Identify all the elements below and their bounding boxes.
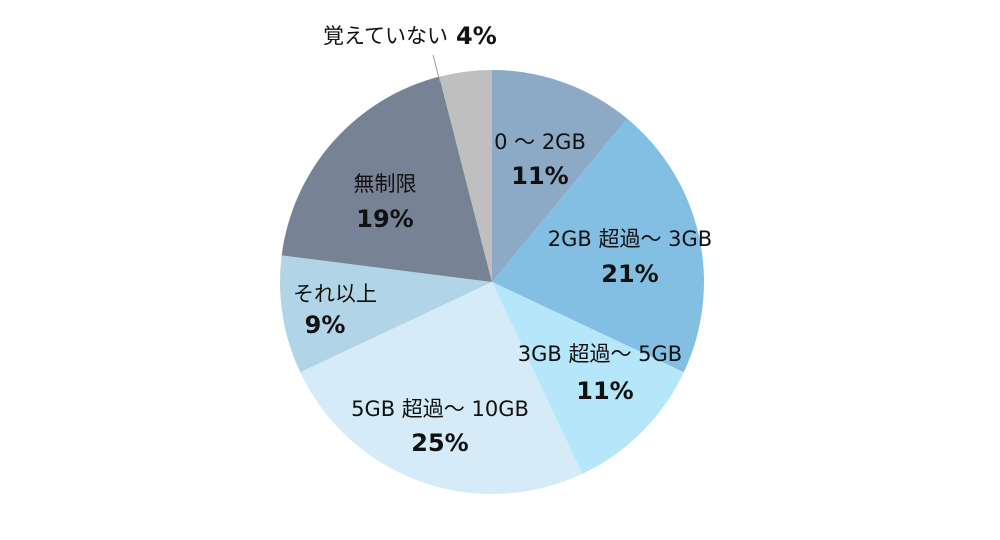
slice-label: 2GB 超過〜 3GB bbox=[548, 227, 712, 251]
pie-slice bbox=[492, 118, 705, 373]
slice-value: 11% bbox=[576, 377, 633, 405]
pie-slice bbox=[492, 70, 628, 282]
pie-slice bbox=[300, 282, 583, 495]
slice-value: 4% bbox=[456, 22, 497, 50]
pie-slice bbox=[280, 255, 492, 373]
slice-label: 0 〜 2GB bbox=[494, 130, 586, 154]
slice-value: 11% bbox=[511, 162, 568, 190]
slice-label: 5GB 超過〜 10GB bbox=[351, 397, 529, 421]
slice-label: 無制限 bbox=[354, 172, 417, 196]
slice-value: 9% bbox=[305, 311, 346, 339]
slice-label: 3GB 超過〜 5GB bbox=[518, 342, 682, 366]
slice-value: 19% bbox=[356, 205, 413, 233]
pie-slice bbox=[439, 70, 492, 282]
leader-line bbox=[432, 54, 441, 83]
pie-slice bbox=[492, 282, 684, 474]
slice-label: 覚えていない bbox=[323, 24, 448, 48]
slice-label: それ以上 bbox=[293, 282, 377, 306]
slice-value: 21% bbox=[601, 260, 658, 288]
slice-value: 25% bbox=[411, 429, 468, 457]
pie-slice bbox=[281, 76, 492, 282]
